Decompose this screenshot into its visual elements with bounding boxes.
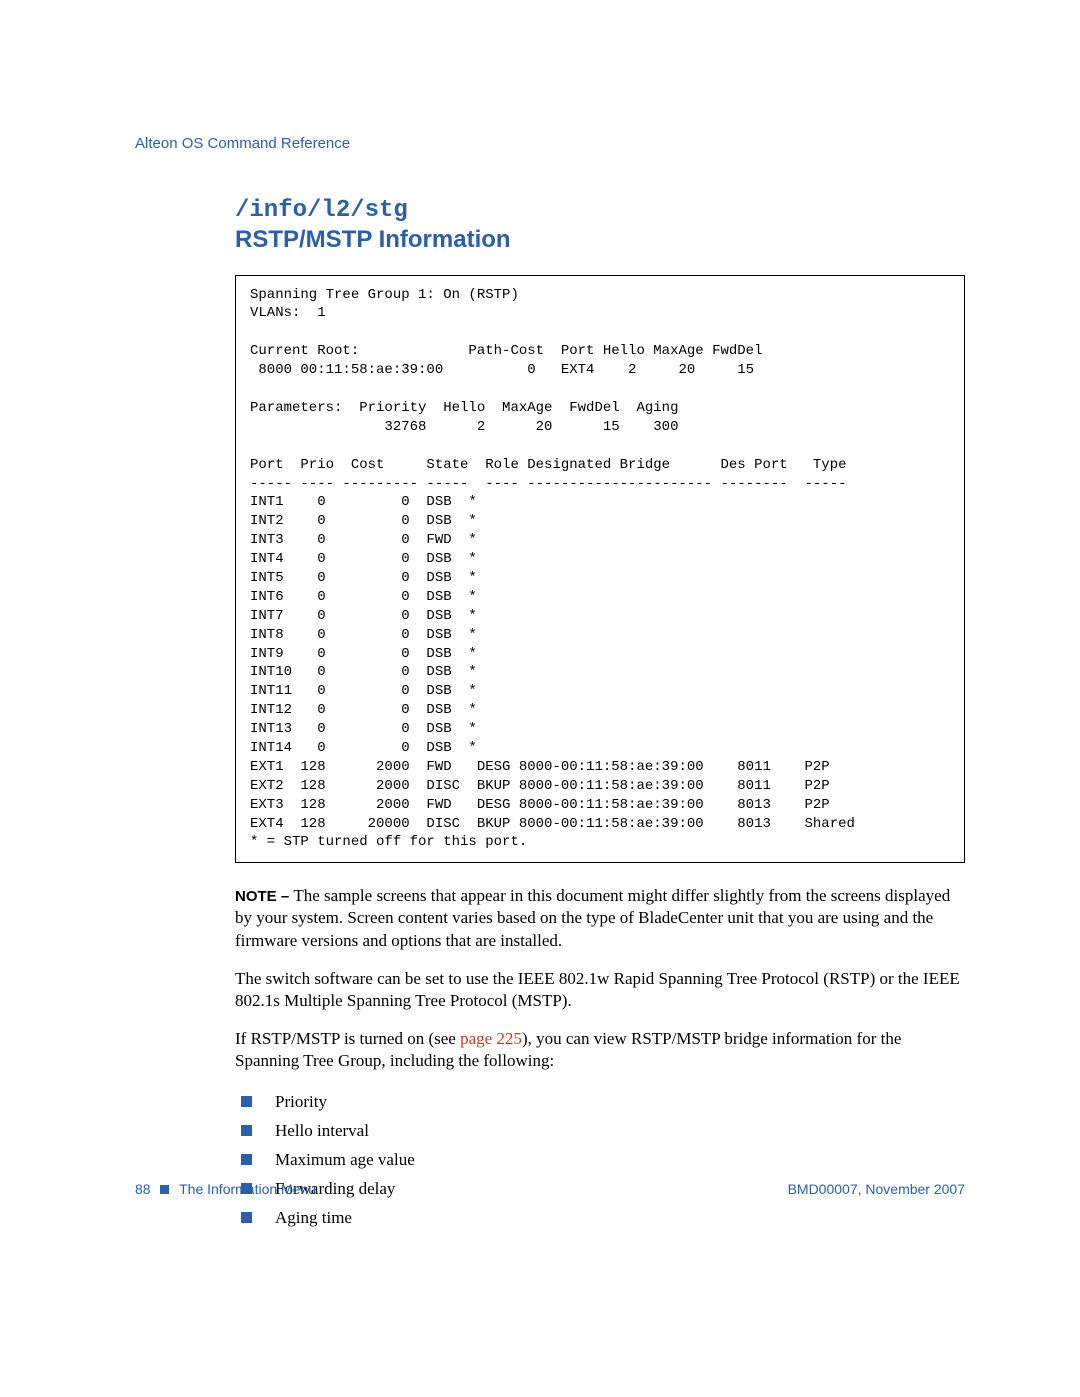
doc-header: Alteon OS Command Reference bbox=[135, 135, 965, 152]
list-item: Hello interval bbox=[235, 1117, 965, 1146]
list-item: Maximum age value bbox=[235, 1146, 965, 1175]
list-item: Aging time bbox=[235, 1204, 965, 1233]
note-body: The sample screens that appear in this d… bbox=[235, 886, 950, 949]
list-item: Priority bbox=[235, 1088, 965, 1117]
section-title: RSTP/MSTP Information bbox=[235, 226, 965, 255]
body-paragraph-2: If RSTP/MSTP is turned on (see page 225)… bbox=[235, 1028, 965, 1072]
body-paragraph-1: The switch software can be set to use th… bbox=[235, 968, 965, 1012]
command-path: /info/l2/stg bbox=[235, 197, 965, 226]
footer-square-icon bbox=[160, 1185, 169, 1194]
page-number: 88 bbox=[135, 1181, 151, 1197]
note-paragraph: NOTE – The sample screens that appear in… bbox=[235, 885, 965, 951]
page-link[interactable]: page 225 bbox=[460, 1029, 522, 1048]
p2-pre: If RSTP/MSTP is turned on (see bbox=[235, 1029, 460, 1048]
note-label: NOTE – bbox=[235, 888, 293, 905]
terminal-output: Spanning Tree Group 1: On (RSTP) VLANs: … bbox=[235, 275, 965, 864]
doc-id: BMD00007, November 2007 bbox=[788, 1181, 965, 1197]
page-footer: 88 The Information Menu BMD00007, Novemb… bbox=[135, 1181, 965, 1197]
chapter-name: The Information Menu bbox=[179, 1181, 316, 1197]
bullet-list: PriorityHello intervalMaximum age valueF… bbox=[235, 1088, 965, 1232]
